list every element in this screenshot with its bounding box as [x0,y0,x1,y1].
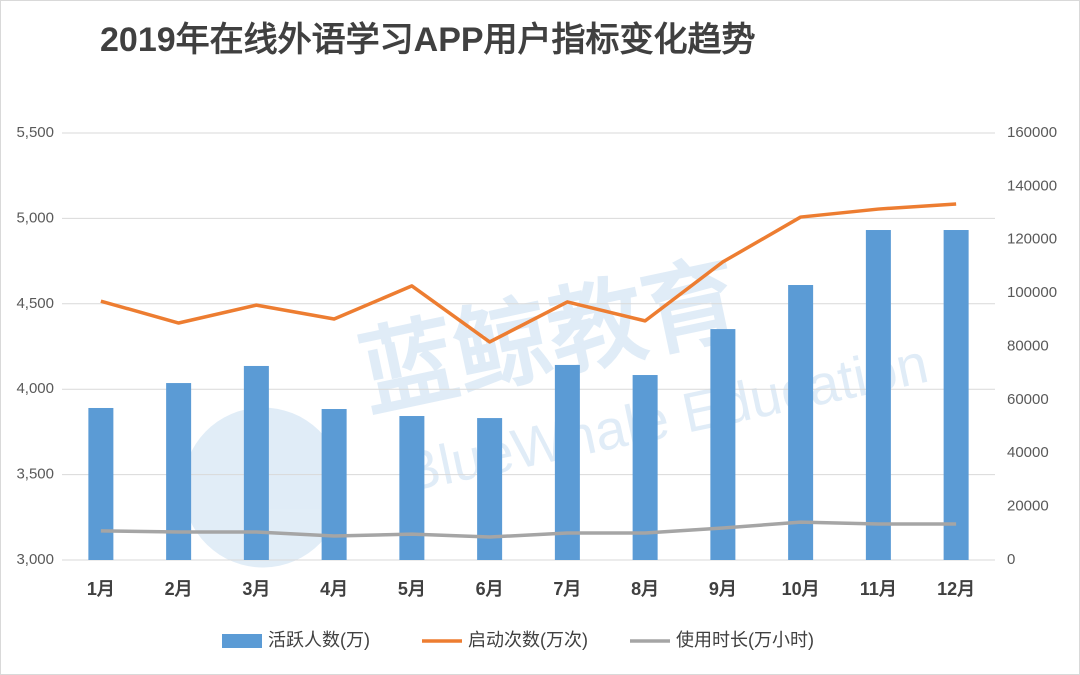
bar [943,230,969,560]
y2-tick-label: 0 [1007,551,1015,568]
line [100,202,957,344]
x-tick-label: 7月 [553,579,581,599]
y-tick-label: 5,500 [16,124,54,141]
legend-label: 活跃人数(万) [268,630,370,650]
x-tick-label: 11月 [860,579,897,599]
legend-swatch [222,634,262,648]
bar [399,416,425,560]
x-tick-label: 12月 [937,579,975,599]
x-tick-label: 3月 [242,579,270,599]
bar [554,364,580,560]
x-tick-label: 5月 [398,579,426,599]
x-tick-label: 4月 [320,579,348,599]
y2-tick-label: 160000 [1007,124,1057,141]
bar [243,365,269,560]
chart-title: 2019年在线外语学习APP用户指标变化趋势 [100,20,756,59]
x-tick-label: 9月 [709,579,737,599]
y2-tick-label: 120000 [1007,231,1057,248]
bar [788,285,814,560]
bar [632,375,658,560]
x-tick-label: 6月 [476,579,504,599]
bar [710,329,736,560]
x-tick-label: 8月 [631,579,659,599]
x-tick-label: 2月 [165,579,193,599]
y-tick-label: 3,500 [16,466,54,483]
y2-tick-label: 60000 [1007,391,1049,408]
y2-tick-label: 100000 [1007,284,1057,301]
y2-tick-label: 40000 [1007,444,1049,461]
legend-label: 使用时长(万小时) [676,630,814,650]
y-tick-label: 5,000 [16,209,54,226]
y2-tick-label: 80000 [1007,337,1049,354]
line [100,520,957,539]
y2-tick-label: 20000 [1007,498,1049,515]
x-tick-label: 10月 [782,579,820,599]
y-tick-label: 3,000 [16,551,54,568]
y-tick-label: 4,000 [16,380,54,397]
legend-label: 启动次数(万次) [468,630,588,650]
x-tick-label: 1月 [87,579,115,599]
y2-tick-label: 140000 [1007,177,1057,194]
bar [88,407,114,560]
y-tick-label: 4,500 [16,295,54,312]
bar [865,230,891,560]
